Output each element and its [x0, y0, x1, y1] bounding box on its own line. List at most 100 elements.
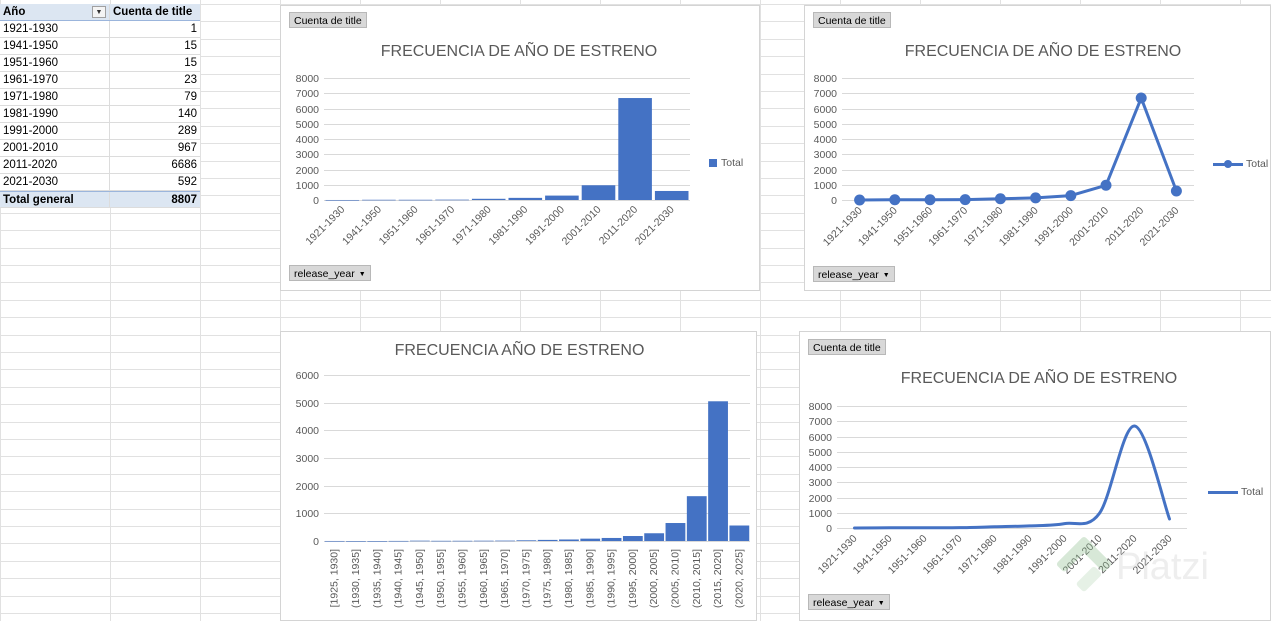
- x-tick-label: (1995, 2000]: [627, 549, 639, 608]
- series-line: [858, 96, 1178, 202]
- data-point: [924, 194, 936, 206]
- pivot-body: 1921-1930 1 1941-1950 15 1951-1960 15 1961-197…: [0, 21, 200, 191]
- pivot-row-label[interactable]: 2021-2030: [0, 174, 110, 190]
- bar: [431, 540, 452, 542]
- bar: [495, 540, 515, 542]
- pivot-row-value[interactable]: 6686: [171, 159, 197, 171]
- axis-field-button[interactable]: release_year ▼: [813, 266, 895, 282]
- pivot-row-label[interactable]: 2011-2020: [0, 157, 110, 173]
- pivot-row-value[interactable]: 1: [190, 23, 197, 35]
- x-tick-label: (2005, 2010]: [669, 549, 681, 608]
- pivot-row-value[interactable]: 140: [177, 108, 197, 120]
- pivot-total-row: Total general 8807: [0, 191, 200, 208]
- bar: [665, 523, 686, 541]
- pivot-row-label[interactable]: 1951-1960: [0, 55, 110, 71]
- value-field-button[interactable]: Cuenta de title: [289, 12, 367, 28]
- bar: [324, 540, 345, 542]
- bar: [473, 540, 494, 542]
- x-tick-label: (1945, 1950]: [414, 549, 426, 608]
- bar: [388, 540, 409, 542]
- chart-line-markers[interactable]: 0 1000 2000 3000 4000 5000 6000 7000 8000 1921-19…: [804, 5, 1271, 291]
- pivot-row-value[interactable]: 79: [184, 91, 197, 103]
- axis-field-label: release_year: [813, 597, 874, 609]
- chart-title: FRECUENCIA DE AÑO DE ESTRENO: [380, 43, 658, 60]
- chart-legend[interactable]: Total: [1213, 158, 1268, 170]
- y-tick-label: 4000: [296, 425, 320, 437]
- x-tick-label: (1940, 1945]: [393, 549, 405, 608]
- legend-swatch-icon: [709, 159, 717, 167]
- pivot-row: 2021-2030 592: [0, 174, 200, 191]
- pivot-value-header[interactable]: Cuenta de title: [113, 6, 193, 18]
- pivot-row-value[interactable]: 592: [177, 176, 197, 188]
- chart-title: FRECUENCIA AÑO DE ESTRENO: [394, 342, 645, 359]
- pivot-row-value[interactable]: 15: [184, 40, 197, 52]
- value-field-button[interactable]: Cuenta de title: [813, 12, 891, 28]
- y-tick-label: 6000: [296, 370, 320, 382]
- x-tick-label: (1980, 1985]: [563, 549, 575, 608]
- pivot-row-label[interactable]: 1961-1970: [0, 72, 110, 88]
- y-tick-label: 0: [313, 195, 319, 207]
- pivot-row-label[interactable]: 1981-1990: [0, 106, 110, 122]
- bar: [708, 401, 728, 541]
- y-tick-label: 4000: [809, 462, 833, 474]
- chart-bar-decades[interactable]: 0 1000 2000 3000 4000 5000 6000 7000 8000 1921-19…: [280, 5, 760, 291]
- chart-legend[interactable]: Total: [1208, 486, 1263, 498]
- x-tick-label: (1930, 1935]: [350, 549, 362, 608]
- pivot-total-value[interactable]: 8807: [171, 194, 197, 206]
- x-tick-label: [1925, 1930]: [329, 549, 341, 607]
- y-tick-label: 3000: [814, 149, 838, 161]
- dropdown-arrow-icon: ▼: [882, 272, 890, 279]
- filter-dropdown-icon[interactable]: ▼: [92, 6, 106, 18]
- pivot-table[interactable]: Año ▼ Cuenta de title 1921-1930 1 1941-195…: [0, 4, 200, 208]
- chart-plot-area: 0100020003000400050006000700080001921-19…: [296, 73, 690, 248]
- bar: [581, 185, 616, 200]
- y-tick-label: 3000: [809, 477, 833, 489]
- bar: [452, 540, 473, 542]
- y-tick-label: 1000: [296, 180, 320, 192]
- pivot-row-label[interactable]: 1971-1980: [0, 89, 110, 105]
- y-tick-label: 6000: [296, 104, 320, 116]
- bar: [435, 199, 469, 201]
- x-tick-label: (2015, 2020]: [712, 549, 724, 608]
- pivot-row-value[interactable]: 23: [184, 74, 197, 86]
- pivot-total-label[interactable]: Total general: [0, 192, 110, 207]
- chart-plot-area: 0100020003000400050006000700080001921-19…: [809, 401, 1187, 577]
- bar: [471, 198, 506, 200]
- bar: [686, 496, 707, 541]
- x-tick-label: (1935, 1940]: [371, 549, 383, 608]
- y-tick-label: 6000: [814, 104, 838, 116]
- chart-line-smooth[interactable]: 0 1000 2000 3000 4000 5000 6000 7000 8000 1921-19…: [799, 331, 1271, 621]
- pivot-row: 1971-1980 79: [0, 89, 200, 106]
- pivot-row: 2001-2010 967: [0, 140, 200, 157]
- y-tick-label: 4000: [814, 134, 838, 146]
- pivot-row: 1941-1950 15: [0, 38, 200, 55]
- chart-legend[interactable]: Total: [709, 157, 743, 169]
- data-point: [959, 194, 971, 206]
- pivot-row-value[interactable]: 289: [177, 125, 197, 137]
- pivot-row-field-header[interactable]: Año ▼: [0, 4, 110, 20]
- bar: [618, 98, 652, 200]
- x-tick-label: (1970, 1975]: [520, 549, 532, 608]
- chart-title: FRECUENCIA DE AÑO DE ESTRENO: [904, 43, 1182, 60]
- chart-bar-five-year-bins[interactable]: 0 1000 2000 3000 4000 5000 6000 [1925, 1930] (19…: [280, 331, 757, 621]
- y-tick-label: 2000: [809, 493, 833, 505]
- pivot-row-value[interactable]: 15: [184, 57, 197, 69]
- dropdown-arrow-icon: ▼: [877, 600, 885, 607]
- pivot-row-label[interactable]: 1941-1950: [0, 38, 110, 54]
- axis-field-label: release_year: [294, 268, 355, 280]
- x-tick-label: (1975, 1980]: [542, 549, 554, 608]
- pivot-row: 1991-2000 289: [0, 123, 200, 140]
- axis-field-button[interactable]: release_year ▼: [808, 594, 890, 610]
- value-field-button[interactable]: Cuenta de title: [808, 339, 886, 355]
- axis-field-button[interactable]: release_year ▼: [289, 265, 371, 281]
- x-tick-label: (2000, 2005]: [648, 549, 660, 608]
- y-tick-label: 2000: [296, 165, 320, 177]
- pivot-row-value[interactable]: 967: [177, 142, 197, 154]
- x-tick-label: (2020, 2025]: [733, 549, 745, 608]
- pivot-row-label[interactable]: 1921-1930: [0, 21, 110, 37]
- pivot-row-label[interactable]: 1991-2000: [0, 123, 110, 139]
- pivot-row-field-label: Año: [3, 6, 26, 18]
- pivot-row-label[interactable]: 2001-2010: [0, 140, 110, 156]
- data-point: [994, 193, 1006, 205]
